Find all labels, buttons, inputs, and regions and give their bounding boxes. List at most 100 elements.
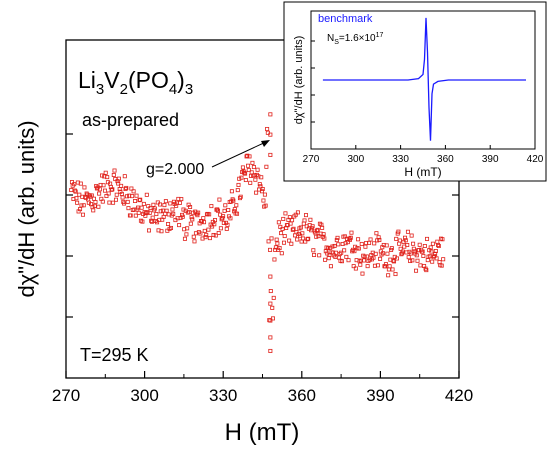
data-point [342,234,347,239]
data-point [129,186,134,191]
data-point [336,242,341,247]
data-point [272,257,277,262]
data-point [234,203,239,208]
data-point [327,252,332,257]
inset-plot: 270 300 330 360 390 420 benchmark NS=1.6×1017… [283,1,547,182]
data-point [274,237,279,242]
data-point [264,164,269,169]
data-point [196,210,201,215]
main-x-ticks: 270 300 330 360 390 420 [52,371,473,405]
data-point [182,236,187,241]
data-point [170,207,175,212]
data-point [389,246,394,251]
data-point [97,191,102,196]
data-point [92,203,97,208]
data-point [190,217,195,222]
data-point [169,225,174,230]
data-point [260,187,265,192]
inset-ns-label: NS=1.6×1017 [327,32,384,46]
data-point [314,234,319,239]
data-point [177,200,182,205]
data-point [145,210,150,215]
data-point [269,236,274,241]
data-point [335,235,340,240]
inset-x-tick-label-0: 270 [303,154,320,165]
data-point [333,254,338,259]
data-point [102,188,107,193]
data-point [215,208,220,213]
data-point [409,233,414,238]
data-point [245,153,250,158]
data-point [383,264,388,269]
data-point [378,256,383,261]
data-point [265,126,270,131]
data-point [253,177,258,182]
data-point [406,255,411,260]
data-point [392,259,397,264]
data-point [268,335,273,340]
data-point [235,188,240,193]
data-point [236,182,241,187]
inset-sample-label: benchmark [318,13,373,25]
data-point [351,264,356,269]
data-point [420,249,425,254]
data-point [283,211,288,216]
inset-background [283,1,547,182]
g-value-label: g=2.000 [146,161,204,178]
data-point [91,196,96,201]
data-point [80,212,85,217]
data-point [89,193,94,198]
data-point [412,249,417,254]
data-point [159,229,164,234]
data-point [247,154,252,159]
data-point [361,258,366,263]
data-point [403,235,408,240]
data-point [93,200,98,205]
data-point [243,171,248,176]
data-point [408,259,413,264]
data-point [72,188,77,193]
data-point [195,213,200,218]
data-point [436,243,441,248]
data-point [290,218,295,223]
data-point [218,226,223,231]
data-point [246,168,251,173]
data-point [268,289,273,294]
data-point [78,207,83,212]
data-point [280,226,285,231]
data-point [216,231,221,236]
data-point [123,186,128,191]
data-point [147,228,152,233]
data-point [317,253,322,258]
data-point [342,248,347,253]
data-point [69,180,74,185]
data-point [298,225,303,230]
data-point [235,211,240,216]
data-point [268,318,273,323]
data-point [222,208,227,213]
data-point [144,192,149,197]
data-point [243,178,248,183]
inset-x-tick-label-1: 300 [347,154,364,165]
data-point [387,264,392,269]
data-point [100,173,105,178]
data-point [122,201,127,206]
data-point [281,216,286,221]
data-point [400,249,405,254]
data-point [166,221,171,226]
main-x-axis-title: H (mT) [225,419,300,446]
data-point [403,238,408,243]
data-point [397,238,402,243]
data-point [221,220,226,225]
data-point [240,165,245,170]
data-point [96,204,101,209]
data-point [82,185,87,190]
data-point [268,152,273,157]
data-point [429,249,434,254]
data-point [97,187,102,192]
data-point [434,256,439,261]
data-point [289,241,294,246]
inset-plot-frame [310,10,536,150]
data-point [192,239,197,244]
